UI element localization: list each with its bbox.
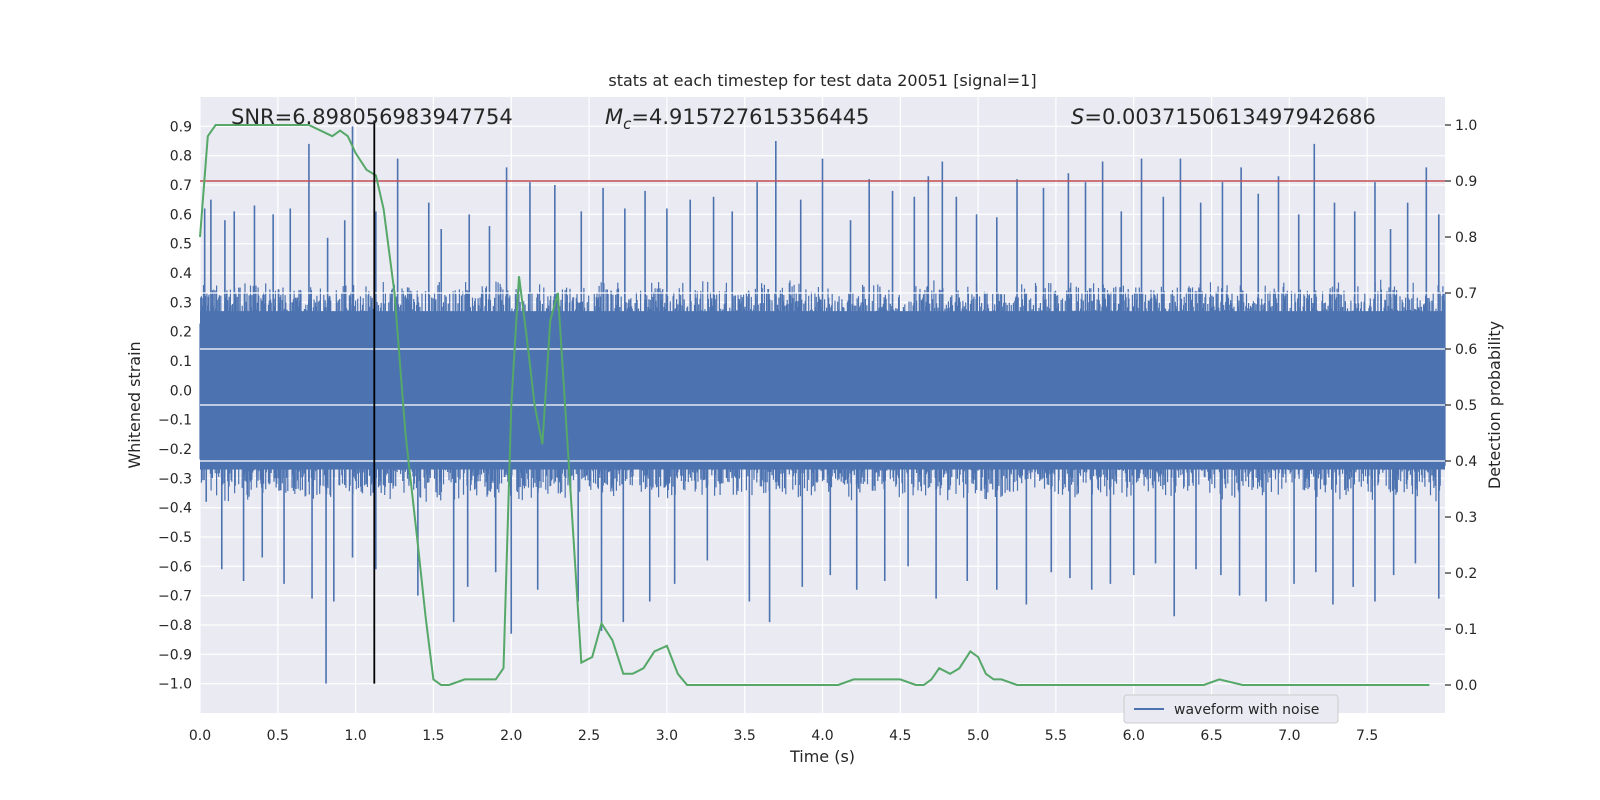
y-tick-label: 0.6 [170,207,192,223]
waveform-core [200,311,1445,470]
x-tick-label: 0.0 [189,728,211,744]
y-right-tick-label: 0.4 [1455,454,1477,470]
x-tick-label: 4.5 [889,728,911,744]
y-tick-label: −0.5 [158,530,192,546]
y-tick-label: −0.1 [158,413,192,429]
s-value: =0.0037150613497942686 [1084,105,1376,129]
y-tick-label: 0.3 [170,295,192,311]
mc-subscript: c [623,115,632,133]
legend-label: waveform with noise [1174,702,1319,718]
x-tick-label: 7.0 [1278,728,1300,744]
legend: waveform with noise [1123,694,1339,724]
x-tick-label: 1.0 [344,728,366,744]
y-axis-left: −1.0 −0.9 −0.8 −0.7 −0.6 −0.5 −0.4 −0.3 −0.2 −0.1… [158,119,192,692]
x-tick-label: 5.0 [967,728,989,744]
y-tick-label: 0.9 [170,119,192,135]
snr-annotation: SNR=6.898056983947754 [231,105,513,129]
y-tick-label: −0.6 [158,559,192,575]
y-tick-label: 0.1 [170,354,192,370]
s-symbol: S [1071,105,1084,129]
y-right-tick-label: 0.3 [1455,510,1477,526]
y-tick-label: −0.9 [158,647,192,663]
y-axis-label: Whitened strain [125,341,144,468]
y-right-tick-label: 0.6 [1455,342,1477,358]
y-right-tick-label: 1.0 [1455,118,1477,134]
probability-line [199,124,1430,686]
legend-box [1123,694,1339,724]
overlay-lines [199,120,1445,686]
y-right-tick-label: 0.0 [1455,678,1477,694]
x-axis-label: Time (s) [789,747,855,766]
y-tick-label: 0.5 [170,237,192,253]
x-tick-label: 7.5 [1356,728,1378,744]
chart-title: stats at each timestep for test data 200… [608,71,1036,90]
y-tick-label: −0.8 [158,618,192,634]
y-tick-label: −0.7 [158,589,192,605]
x-axis: 0.0 0.5 1.0 1.5 2.0 2.5 3.0 3.5 4.0 4.5 5.0 5.5 6.0 6… [189,728,1378,744]
y-tick-label: 0.7 [170,178,192,194]
x-tick-label: 6.5 [1200,728,1222,744]
x-tick-label: 3.5 [734,728,756,744]
x-tick-label: 4.0 [811,728,833,744]
y-right-tick-label: 0.7 [1455,286,1477,302]
x-tick-label: 5.5 [1045,728,1067,744]
y-right-tick-label: 0.9 [1455,174,1477,190]
x-tick-label: 2.0 [500,728,522,744]
y-right-tick-label: 0.8 [1455,230,1477,246]
y-tick-label: −0.2 [158,442,192,458]
y-axis-right-label: Detection probability [1485,321,1504,489]
mc-value: =4.915727615356445 [631,105,869,129]
chirp-mass-annotation: Mc=4.915727615356445 [605,105,869,133]
x-tick-label: 3.0 [656,728,678,744]
y-tick-label: 0.2 [170,325,192,341]
y-tick-label: 0.0 [170,383,192,399]
x-tick-label: 2.5 [578,728,600,744]
y-tick-label: −0.3 [158,471,192,487]
s-annotation: S=0.0037150613497942686 [1071,105,1376,129]
y-tick-label: 0.8 [170,149,192,165]
x-tick-label: 1.5 [422,728,444,744]
y-right-tick-label: 0.5 [1455,398,1477,414]
y-right-tick-label: 0.1 [1455,622,1477,638]
y-axis-right: 0.0 0.1 0.2 0.3 0.4 0.5 0.6 0.7 0.8 0.9 1.0 [1445,118,1477,694]
x-tick-label: 6.0 [1123,728,1145,744]
y-right-tick-label: 0.2 [1455,566,1477,582]
x-tick-label: 0.5 [267,728,289,744]
mc-symbol: M [605,105,623,129]
y-tick-label: −0.4 [158,501,192,517]
y-tick-label: −1.0 [158,677,192,693]
y-tick-label: 0.4 [170,266,192,282]
